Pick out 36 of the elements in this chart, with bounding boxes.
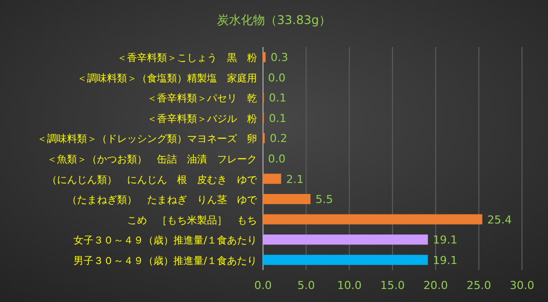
bar <box>263 234 428 245</box>
y-tick-label: ＜香辛料類＞パセリ 乾 <box>147 92 257 105</box>
y-tick-label: ＜調味料類＞（ドレッシング類）マヨネーズ 卵 <box>37 133 257 146</box>
data-label: 19.1 <box>432 254 458 267</box>
bar <box>263 214 482 224</box>
x-tick-label: 5.0 <box>297 279 315 292</box>
data-label: 25.4 <box>487 213 512 226</box>
y-tick-label: （たまねぎ類） たまねぎ りん茎 ゆで <box>67 194 258 206</box>
data-label: 0.3 <box>270 51 288 64</box>
data-label: 0.0 <box>268 152 286 166</box>
x-tick-label: 20.0 <box>423 279 448 292</box>
data-label: 5.5 <box>315 193 333 206</box>
x-tick-label: 15.0 <box>380 279 405 292</box>
y-tick-label: こめ ［もち米製品］ もち <box>127 214 257 226</box>
x-tick-label: 10.0 <box>337 279 362 292</box>
data-label: 0.2 <box>270 132 288 146</box>
x-tick-label: 30.0 <box>510 279 534 292</box>
data-label: 0.1 <box>268 92 286 105</box>
bar <box>263 254 428 265</box>
x-tick-label: 25.0 <box>466 279 492 292</box>
data-label: 0.0 <box>268 71 286 84</box>
x-tick-label: 0.0 <box>254 279 272 292</box>
y-tick-label: （にんじん類） にんじん 根 皮むき ゆで <box>47 174 258 186</box>
y-tick-label: 男子３０～４９（歳）推進量/１食あたり <box>74 254 257 267</box>
data-label: 0.1 <box>268 112 286 125</box>
y-tick-label: ＜香辛料類＞こしょう 黒 粉 <box>117 52 257 64</box>
data-label: 19.1 <box>432 234 458 247</box>
bar <box>263 52 266 62</box>
y-tick-label: 女子３０～４９（歳）推進量/１食あたり <box>74 234 257 247</box>
bar <box>263 174 282 184</box>
y-tick-label: ＜香辛料類＞バジル 粉 <box>147 112 257 125</box>
y-tick-label: ＜魚類＞（かつお類） 缶詰 油漬 フレーク <box>47 154 257 166</box>
y-tick-label: ＜調味料類＞（食塩類）精製塩 家庭用 <box>77 72 257 84</box>
bar <box>263 194 310 204</box>
data-label: 2.1 <box>286 172 304 186</box>
chart-title: 炭水化物（33.83g） <box>217 13 331 27</box>
